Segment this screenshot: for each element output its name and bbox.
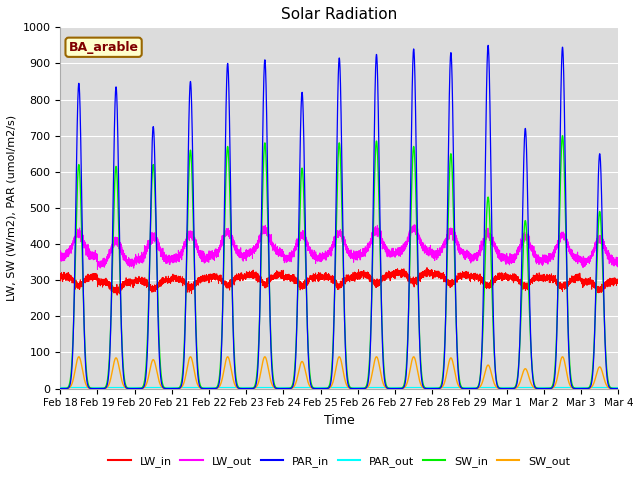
- Text: BA_arable: BA_arable: [68, 41, 139, 54]
- Y-axis label: LW, SW (W/m2), PAR (umol/m2/s): LW, SW (W/m2), PAR (umol/m2/s): [7, 115, 17, 301]
- X-axis label: Time: Time: [324, 414, 355, 427]
- Title: Solar Radiation: Solar Radiation: [281, 7, 397, 22]
- Legend: LW_in, LW_out, PAR_in, PAR_out, SW_in, SW_out: LW_in, LW_out, PAR_in, PAR_out, SW_in, S…: [104, 452, 575, 472]
